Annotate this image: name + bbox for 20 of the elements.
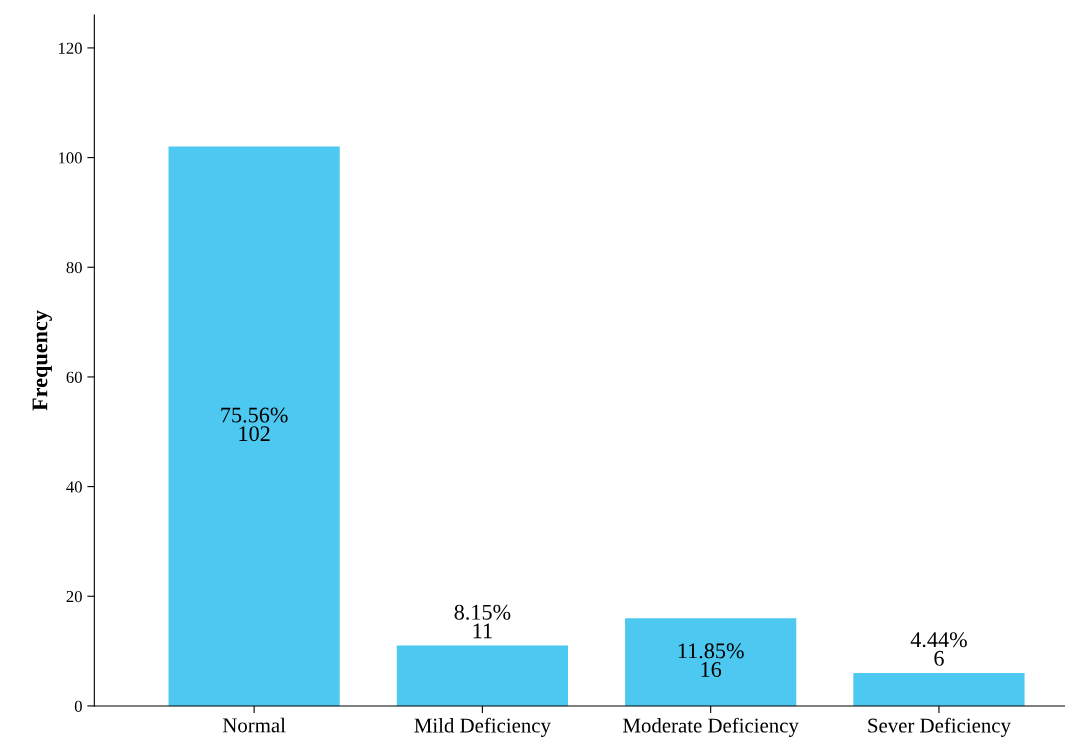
bar — [625, 618, 797, 706]
y-tick-label: 120 — [59, 42, 82, 54]
data-label: 8.15% 11 — [454, 604, 511, 639]
bar — [396, 645, 568, 706]
x-tick-label: Moderate Deficiency — [623, 717, 799, 737]
x-tick-label: Normal — [222, 717, 286, 733]
y-tick-label: 100 — [59, 152, 82, 164]
x-tick-label: Sever Deficiency — [868, 717, 1011, 737]
y-tick-label: 80 — [66, 261, 82, 274]
y-tick-label: 20 — [66, 590, 82, 603]
data-label: 11.85% 16 — [678, 643, 744, 677]
data-label: 4.44% 6 — [910, 632, 967, 666]
data-label: 75.56% 102 — [221, 407, 288, 442]
x-tick-label: Mild Deficiency — [414, 717, 551, 737]
y-axis-title: Frequency — [32, 310, 52, 411]
y-tick-label: 40 — [66, 481, 82, 493]
bar — [168, 146, 340, 706]
y-tick-label: 60 — [66, 371, 82, 383]
y-tick-label: 0 — [74, 700, 82, 712]
bar — [853, 673, 1025, 706]
